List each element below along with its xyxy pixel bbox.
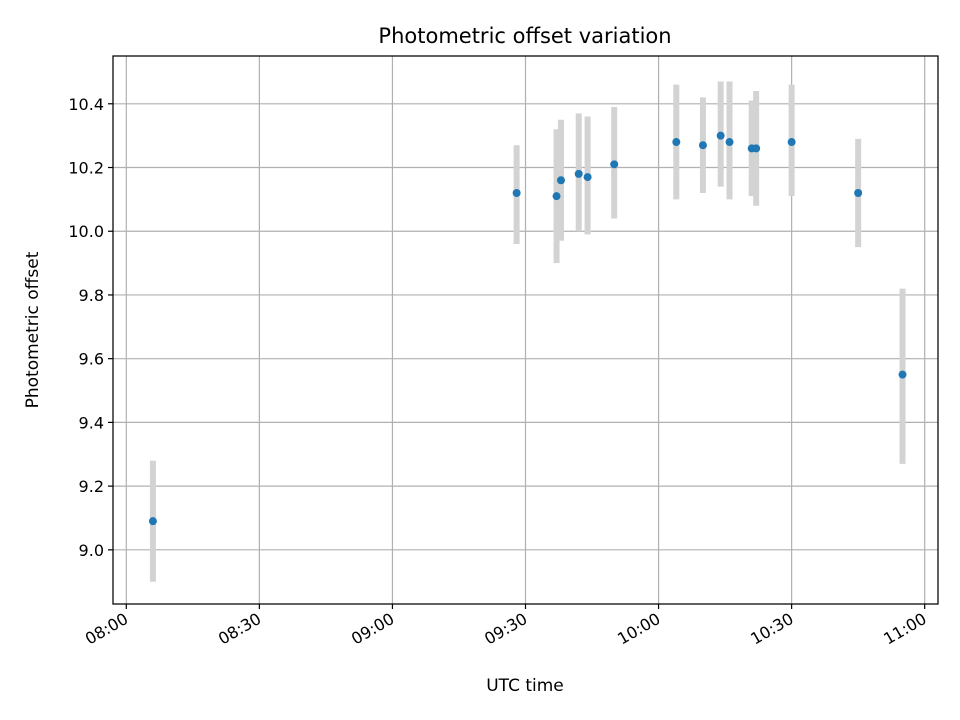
y-tick-label: 9.4 <box>79 413 104 432</box>
grid <box>113 56 938 604</box>
y-axis-ticks: 9.0 9.2 9.4 9.6 9.8 10.0 10.2 10.4 <box>68 95 113 560</box>
data-point <box>854 189 863 197</box>
x-axis-ticks: 08:00 08:30 09:00 09:30 10:00 10:30 11:00 <box>82 604 930 649</box>
error-bars <box>149 81 906 582</box>
x-tick-label: 10:00 <box>614 609 663 649</box>
data-point <box>512 189 521 197</box>
x-tick-label: 09:00 <box>348 609 397 649</box>
data-point <box>787 138 796 147</box>
chart-title: Photometric offset variation <box>378 24 671 48</box>
x-tick-label: 08:00 <box>82 609 131 649</box>
x-tick-label: 10:30 <box>747 609 796 649</box>
x-tick-label: 11:00 <box>880 609 929 649</box>
data-points <box>148 131 907 526</box>
data-point <box>672 138 681 147</box>
data-point <box>610 160 619 169</box>
data-point <box>552 192 561 201</box>
y-tick-label: 10.4 <box>68 95 104 114</box>
x-axis-label: UTC time <box>486 676 564 696</box>
data-point <box>752 144 761 153</box>
data-point <box>698 141 707 150</box>
data-point <box>556 176 565 185</box>
y-tick-label: 9.8 <box>79 286 104 305</box>
data-point <box>898 370 907 379</box>
y-tick-label: 9.6 <box>79 350 104 369</box>
y-tick-label: 10.2 <box>68 159 104 178</box>
x-tick-label: 09:30 <box>481 609 530 649</box>
data-point <box>574 169 583 178</box>
data-point <box>583 173 592 182</box>
x-tick-label: 08:30 <box>215 609 264 649</box>
y-axis-label: Photometric offset <box>23 251 43 408</box>
y-tick-label: 10.0 <box>68 222 104 241</box>
data-point <box>725 138 734 147</box>
y-tick-label: 9.0 <box>79 541 104 560</box>
y-tick-label: 9.2 <box>79 477 104 496</box>
data-point <box>148 517 157 526</box>
data-point <box>716 131 725 140</box>
